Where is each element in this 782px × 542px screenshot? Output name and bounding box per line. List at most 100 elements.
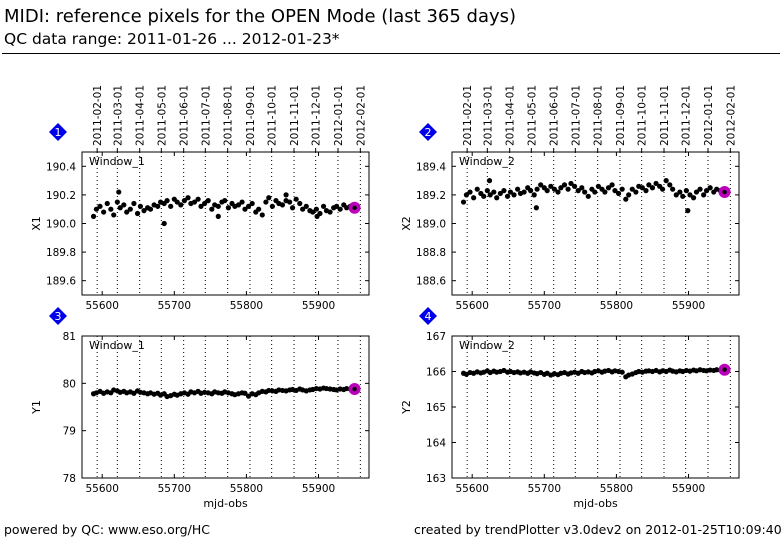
data-point [697, 186, 703, 192]
data-point [215, 203, 221, 209]
data-point [201, 200, 208, 207]
y-tick-label: 188.8 [416, 247, 446, 259]
date-tick-label: 2011-10-01 [637, 85, 649, 146]
y-tick-label: 190.4 [46, 161, 76, 173]
x-axis-label: mjd-obs [573, 497, 618, 510]
x-tick-label: 55700 [158, 300, 191, 312]
data-point [507, 189, 514, 195]
data-point [245, 203, 252, 209]
x-tick-label: 55600 [85, 483, 118, 495]
data-point [104, 200, 110, 207]
date-tick-label: 2012-02-01 [355, 85, 367, 146]
y-tick-label: 188.6 [416, 276, 446, 288]
date-tick-label: 2012-01-01 [703, 85, 715, 146]
y-tick-label: 189.4 [416, 161, 446, 173]
data-point [486, 178, 493, 184]
data-point [683, 188, 689, 194]
data-point [460, 199, 467, 205]
footer-created-by: created by trendPlotter v3.0dev2 on 2012… [414, 522, 782, 537]
data-point [147, 206, 154, 212]
data-point [582, 189, 588, 195]
date-tick-label: 2011-08-01 [593, 85, 605, 146]
x-tick-label: 55900 [672, 483, 705, 495]
y-tick-label: 80 [63, 378, 76, 390]
data-point [471, 195, 477, 201]
data-point [161, 220, 167, 227]
date-tick-label: 2011-07-01 [570, 85, 582, 146]
y-axis-label: X2 [400, 216, 413, 231]
y-tick-label: 164 [426, 438, 446, 450]
date-tick-label: 2011-11-01 [289, 85, 301, 146]
data-point [484, 188, 490, 194]
data-point [504, 193, 511, 199]
data-point [297, 200, 303, 207]
data-point [124, 209, 130, 215]
data-point [249, 200, 255, 207]
y-axis-label: Y1 [30, 400, 43, 415]
data-point [579, 185, 585, 191]
panel-number-badge [419, 123, 437, 141]
data-point [534, 186, 540, 192]
y-tick-label: 189.0 [416, 219, 446, 231]
x-tick-label: 55900 [302, 483, 335, 495]
x-tick-label: 55800 [230, 300, 263, 312]
date-tick-label: 2012-02-01 [725, 85, 737, 146]
x-axis-label: mjd-obs [203, 497, 248, 510]
data-point [521, 189, 527, 195]
data-point [633, 189, 639, 195]
date-tick-label: 2011-08-01 [223, 85, 235, 146]
y-tick-label: 167 [426, 331, 446, 343]
x-tick-label: 55600 [455, 300, 488, 312]
data-point [259, 212, 265, 218]
y-axis-label: Y2 [400, 400, 413, 415]
data-point [609, 182, 615, 188]
data-point [680, 193, 686, 199]
data-point [565, 186, 571, 192]
data-point [101, 209, 107, 215]
data-point [90, 213, 97, 219]
data-point [667, 182, 673, 188]
y-tick-label: 189.8 [46, 247, 76, 259]
header-divider [2, 53, 780, 54]
data-point [93, 206, 100, 212]
data-point [528, 188, 534, 194]
data-point [531, 192, 537, 198]
window-label: Window_2 [459, 155, 515, 168]
data-point [174, 199, 180, 205]
data-point [643, 188, 649, 194]
data-point [256, 206, 262, 212]
y-tick-label: 166 [426, 367, 446, 379]
y-axis-label: X1 [30, 216, 43, 231]
data-point [185, 195, 191, 201]
date-tick-label: 2011-10-01 [267, 85, 279, 146]
data-point [279, 202, 286, 208]
plot-frame [451, 151, 740, 296]
data-point [178, 202, 184, 208]
date-tick-label: 2011-04-01 [135, 85, 147, 146]
data-point [209, 206, 215, 212]
date-tick-label: 2011-05-01 [526, 85, 538, 146]
data-point [114, 199, 120, 205]
data-point [205, 198, 211, 204]
data-point [266, 195, 272, 201]
data-point [670, 186, 676, 192]
panel-number-badge [419, 307, 437, 325]
data-point [481, 193, 487, 199]
y-tick-label: 189.6 [46, 276, 76, 288]
y-tick-label: 78 [63, 473, 76, 485]
data-point [551, 186, 557, 192]
panel-number: 1 [55, 126, 62, 139]
date-tick-label: 2011-02-01 [92, 85, 104, 146]
data-point [337, 206, 343, 212]
window-label: Window_1 [89, 339, 145, 352]
data-point [659, 186, 666, 192]
data-point [653, 180, 659, 187]
data-point [561, 182, 568, 188]
date-tick-label: 2012-01-01 [333, 85, 345, 146]
date-tick-label: 2011-09-01 [245, 85, 257, 146]
data-point [602, 189, 608, 195]
data-point [287, 199, 293, 205]
data-point [487, 192, 493, 198]
date-tick-label: 2011-12-01 [681, 85, 693, 146]
